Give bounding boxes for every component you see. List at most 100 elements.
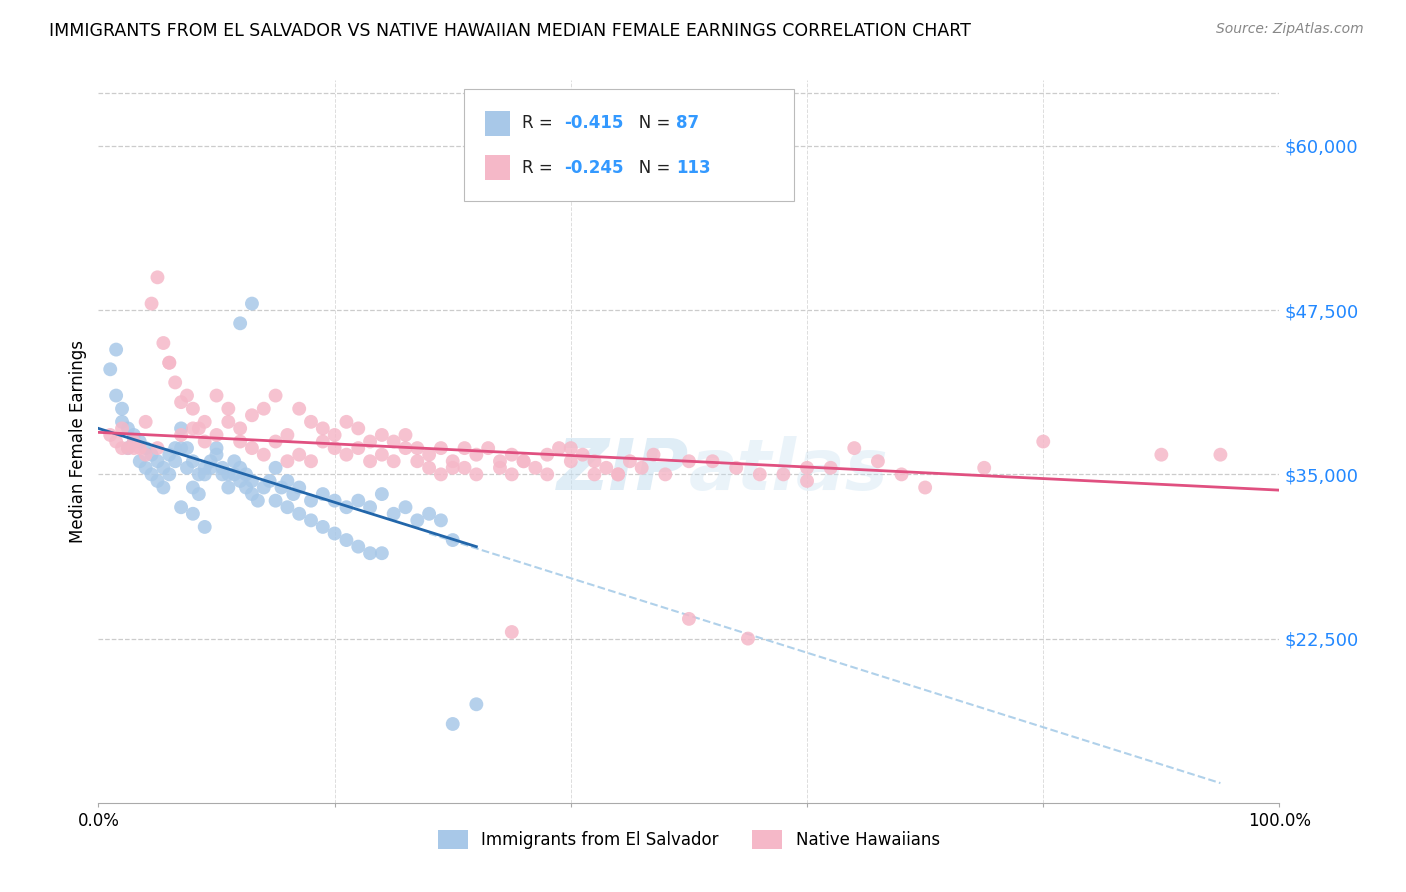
Point — [229, 421, 252, 435]
Point — [643, 448, 665, 462]
Y-axis label: Median Female Earnings: Median Female Earnings — [69, 340, 87, 543]
Point — [607, 467, 630, 482]
Point — [1032, 434, 1054, 449]
Point — [240, 296, 263, 310]
Point — [418, 507, 440, 521]
Point — [394, 428, 416, 442]
Point — [259, 474, 281, 488]
Point — [146, 474, 169, 488]
Point — [748, 467, 770, 482]
Point — [217, 401, 239, 416]
Point — [211, 467, 233, 482]
Point — [465, 698, 488, 712]
Point — [430, 467, 453, 482]
Point — [725, 460, 748, 475]
Point — [702, 454, 724, 468]
Point — [630, 460, 652, 475]
Point — [146, 270, 169, 285]
Point — [246, 493, 269, 508]
Point — [583, 467, 606, 482]
Text: N =: N = — [623, 159, 675, 177]
Text: -0.415: -0.415 — [564, 114, 623, 132]
Point — [194, 415, 217, 429]
Point — [335, 500, 357, 515]
Legend: Immigrants from El Salvador, Native Hawaiians: Immigrants from El Salvador, Native Hawa… — [432, 823, 946, 856]
Point — [194, 434, 217, 449]
Point — [619, 454, 641, 468]
Point — [796, 474, 818, 488]
Point — [465, 467, 488, 482]
Point — [135, 460, 157, 475]
Point — [141, 467, 163, 482]
Point — [654, 467, 676, 482]
Point — [135, 448, 157, 462]
Point — [359, 454, 381, 468]
Point — [146, 454, 169, 468]
Point — [288, 507, 311, 521]
Point — [122, 434, 145, 449]
Point — [299, 454, 322, 468]
Point — [347, 540, 370, 554]
Point — [844, 441, 866, 455]
Point — [418, 460, 440, 475]
Point — [105, 388, 128, 402]
Point — [141, 448, 163, 462]
Point — [382, 507, 405, 521]
Point — [283, 487, 305, 501]
Point — [299, 513, 322, 527]
Point — [973, 460, 995, 475]
Point — [229, 316, 252, 330]
Point — [152, 460, 174, 475]
Point — [441, 454, 464, 468]
Point — [406, 441, 429, 455]
Point — [312, 487, 335, 501]
Point — [607, 467, 630, 482]
Text: ZIP: ZIP — [557, 436, 689, 505]
Point — [117, 441, 139, 455]
Point — [595, 460, 617, 475]
Text: 87: 87 — [676, 114, 699, 132]
Point — [157, 356, 180, 370]
Point — [181, 454, 204, 468]
Point — [524, 460, 547, 475]
Point — [276, 474, 298, 488]
Point — [571, 448, 593, 462]
Point — [217, 415, 239, 429]
Point — [128, 441, 150, 455]
Point — [224, 467, 246, 482]
Point — [135, 441, 157, 455]
Text: -0.245: -0.245 — [564, 159, 623, 177]
Point — [323, 428, 346, 442]
Point — [1150, 448, 1173, 462]
Point — [240, 487, 263, 501]
Point — [128, 434, 150, 449]
Point — [678, 454, 700, 468]
Point — [165, 454, 187, 468]
Point — [105, 343, 128, 357]
Point — [359, 546, 381, 560]
Point — [194, 467, 217, 482]
Point — [217, 481, 239, 495]
Point — [359, 500, 381, 515]
Point — [418, 448, 440, 462]
Point — [181, 507, 204, 521]
Point — [157, 356, 180, 370]
Point — [512, 454, 534, 468]
Point — [264, 388, 287, 402]
Point — [477, 441, 499, 455]
Point — [235, 481, 257, 495]
Point — [820, 460, 842, 475]
Point — [441, 460, 464, 475]
Point — [453, 460, 475, 475]
Point — [240, 409, 263, 423]
Point — [335, 448, 357, 462]
Point — [489, 454, 512, 468]
Point — [157, 467, 180, 482]
Point — [536, 448, 558, 462]
Point — [211, 460, 233, 475]
Point — [205, 428, 228, 442]
Point — [406, 513, 429, 527]
Text: atlas: atlas — [689, 436, 889, 505]
Point — [128, 454, 150, 468]
Point — [181, 421, 204, 435]
